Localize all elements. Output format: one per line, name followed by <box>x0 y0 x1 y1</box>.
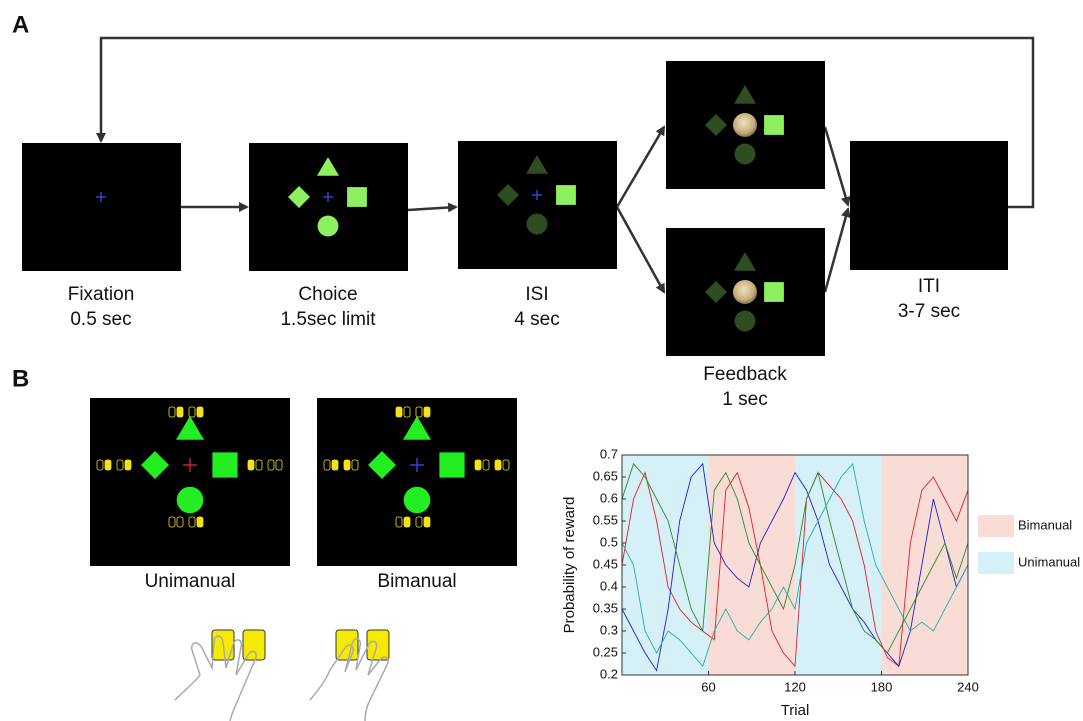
x-tick-label: 240 <box>957 679 979 694</box>
square <box>556 185 576 205</box>
circle <box>527 214 548 235</box>
key <box>177 407 183 417</box>
coin <box>733 113 757 137</box>
circle <box>735 311 756 332</box>
key <box>404 517 410 527</box>
key <box>344 460 350 470</box>
screen-label: Bimanual <box>377 571 456 592</box>
key <box>424 407 430 417</box>
square <box>764 115 784 135</box>
square <box>212 452 237 477</box>
block-shade <box>622 455 709 675</box>
x-tick-label: 120 <box>784 679 806 694</box>
response-key <box>243 630 265 660</box>
figure: A B Fixation 0.5 sec Choice 1.5sec limit ISI… <box>0 0 1083 721</box>
circle <box>404 487 431 514</box>
y-tick-label: 0.2 <box>600 666 618 681</box>
legend-label: Unimanual <box>1018 554 1080 569</box>
screen <box>22 143 181 271</box>
y-tick-label: 0.25 <box>593 644 618 659</box>
square <box>347 187 367 207</box>
square <box>764 282 784 302</box>
stage-duration: 1.5sec limit <box>280 309 376 330</box>
circle <box>735 144 756 165</box>
key <box>424 517 430 527</box>
screen-label: Unimanual <box>145 571 236 592</box>
circle <box>318 216 339 237</box>
y-tick-label: 0.4 <box>600 578 618 593</box>
key <box>396 407 402 417</box>
y-tick-label: 0.55 <box>593 512 618 527</box>
key <box>197 517 203 527</box>
key <box>495 460 501 470</box>
legend-swatch <box>978 515 1014 537</box>
square <box>439 452 464 477</box>
block-shade <box>709 455 796 675</box>
stage-duration: 0.5 sec <box>70 309 131 330</box>
stage-duration: 1 sec <box>722 389 767 410</box>
y-tick-label: 0.65 <box>593 468 618 483</box>
y-tick-label: 0.5 <box>600 534 618 549</box>
y-axis-label: Probability of reward <box>561 497 578 634</box>
x-tick-label: 180 <box>871 679 893 694</box>
panel-label: B <box>12 365 29 392</box>
y-tick-label: 0.35 <box>593 600 618 615</box>
key <box>105 460 111 470</box>
stage-name: Feedback <box>703 364 787 385</box>
x-tick-label: 60 <box>701 679 715 694</box>
key <box>475 460 481 470</box>
response-key <box>367 630 389 660</box>
stage-duration: 4 sec <box>514 309 559 330</box>
key <box>248 460 254 470</box>
y-tick-label: 0.3 <box>600 622 618 637</box>
stage-name: Fixation <box>68 284 135 305</box>
y-tick-label: 0.7 <box>600 446 618 461</box>
key <box>125 460 131 470</box>
screen <box>850 141 1008 270</box>
stage-name: ITI <box>918 276 940 297</box>
coin <box>733 280 757 304</box>
block-shade <box>882 455 969 675</box>
key <box>332 460 338 470</box>
panel-label: A <box>12 11 29 38</box>
y-tick-label: 0.45 <box>593 556 618 571</box>
stage-name: Choice <box>298 284 357 305</box>
legend-swatch <box>978 552 1014 574</box>
stage-duration: 3-7 sec <box>898 301 960 322</box>
legend-label: Bimanual <box>1018 517 1072 532</box>
y-tick-label: 0.6 <box>600 490 618 505</box>
circle <box>177 487 204 514</box>
x-axis-label: Trial <box>781 702 810 719</box>
stage-name: ISI <box>525 284 548 305</box>
key <box>197 407 203 417</box>
block-shade <box>795 455 882 675</box>
